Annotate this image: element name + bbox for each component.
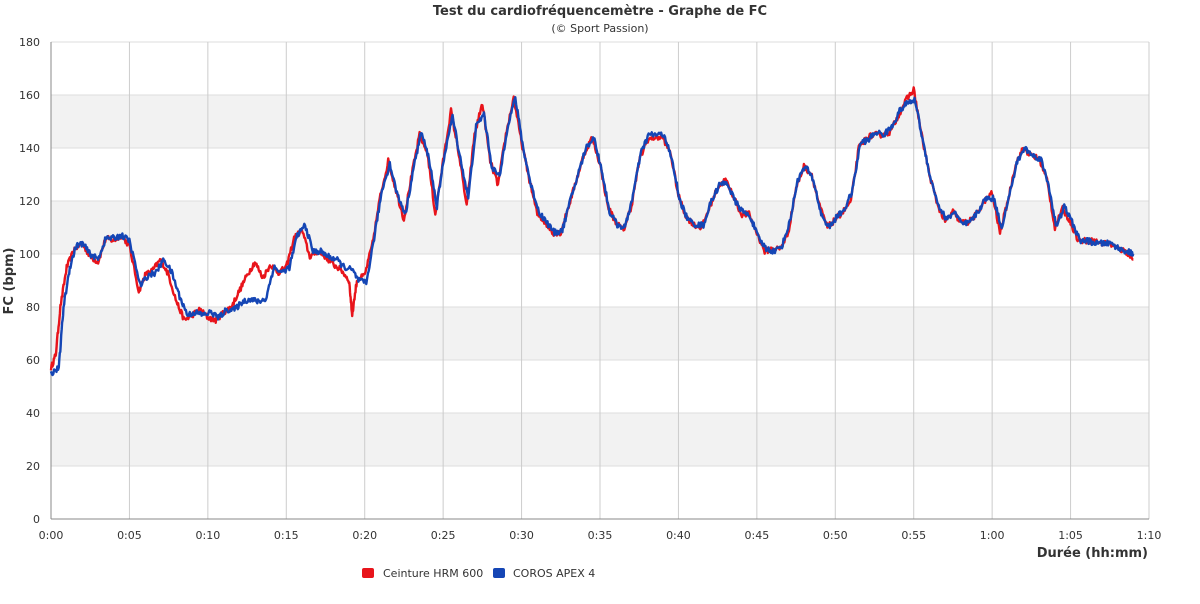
- x-tick-label: 0:55: [901, 529, 926, 542]
- x-tick-label: 0:25: [431, 529, 456, 542]
- y-tick-label: 100: [19, 248, 40, 261]
- legend-label-hrm600: Ceinture HRM 600: [383, 567, 483, 580]
- legend-label-coros: COROS APEX 4: [513, 567, 595, 580]
- y-axis-label: FC (bpm): [2, 248, 17, 315]
- legend-item-hrm600[interactable]: Ceinture HRM 600: [362, 567, 483, 580]
- chart-title: Test du cardiofréquencemètre - Graphe de…: [433, 4, 767, 19]
- x-tick-label: 1:00: [980, 529, 1005, 542]
- y-tick-label: 140: [19, 142, 40, 155]
- y-tick-label: 0: [33, 513, 40, 526]
- series-layer: [49, 86, 1135, 377]
- x-tick-label: 0:35: [588, 529, 613, 542]
- x-tick-label: 0:30: [509, 529, 534, 542]
- chart-subtitle: (© Sport Passion): [551, 22, 648, 35]
- y-tick-label: 20: [26, 460, 40, 473]
- legend-swatch-coros: [493, 568, 505, 578]
- y-tick-label: 120: [19, 195, 40, 208]
- legend-swatch-hrm600: [362, 568, 374, 578]
- x-tick-label: 0:45: [745, 529, 770, 542]
- x-axis-label: Durée (hh:mm): [1037, 546, 1148, 561]
- x-tick-label: 0:10: [196, 529, 221, 542]
- x-tick-label: 0:15: [274, 529, 299, 542]
- x-tick-label: 1:10: [1137, 529, 1162, 542]
- y-tick-label: 180: [19, 36, 40, 49]
- x-tick-label: 0:20: [352, 529, 377, 542]
- y-tick-label: 160: [19, 89, 40, 102]
- x-tick-labels: 0:00 0:05 0:10 0:15 0:20 0:25 0:30 0:35 0:40 0:45…: [39, 529, 1162, 542]
- x-tick-label: 0:00: [39, 529, 64, 542]
- y-tick-label: 40: [26, 407, 40, 420]
- y-tick-label: 60: [26, 354, 40, 367]
- x-tick-label: 0:05: [117, 529, 142, 542]
- series-line-coros: [49, 96, 1135, 377]
- legend-item-coros[interactable]: COROS APEX 4: [493, 567, 595, 580]
- y-tick-label: 80: [26, 301, 40, 314]
- legend: Ceinture HRM 600 COROS APEX 4: [362, 567, 595, 580]
- x-tick-label: 0:40: [666, 529, 691, 542]
- x-tick-label: 1:05: [1058, 529, 1083, 542]
- x-tick-label: 0:50: [823, 529, 848, 542]
- axes: [50, 42, 1149, 520]
- y-tick-labels: 0 20 40 60 80 100 120 140 160 180: [19, 36, 40, 526]
